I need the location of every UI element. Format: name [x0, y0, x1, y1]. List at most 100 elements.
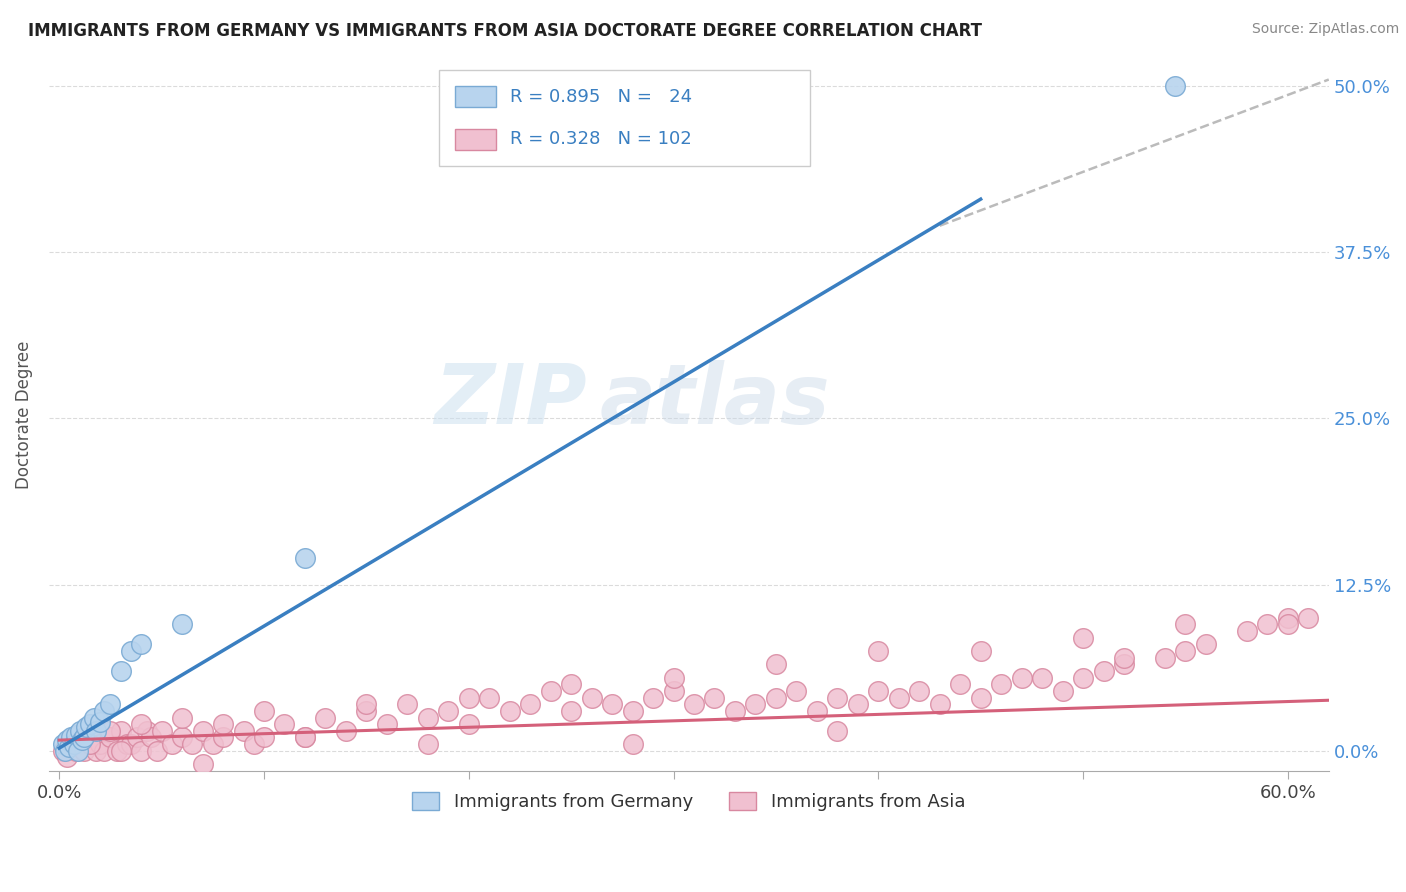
Point [84, 744, 107, 758]
Point [146, 744, 169, 758]
Point [89, 714, 111, 729]
Point [1031, 671, 1053, 685]
Point [294, 731, 316, 745]
Point [120, 644, 142, 658]
Point [908, 684, 931, 698]
Point [1164, 79, 1187, 94]
Point [724, 704, 747, 718]
Point [84, 723, 107, 738]
Point [887, 690, 910, 705]
Point [60, 731, 83, 745]
Point [806, 704, 828, 718]
Point [129, 637, 152, 651]
Point [1256, 617, 1278, 632]
Point [100, 698, 122, 712]
Point [478, 690, 501, 705]
Point [53, 744, 76, 758]
Point [744, 698, 766, 712]
Point [765, 690, 787, 705]
Y-axis label: Doctorate Degree: Doctorate Degree [15, 341, 32, 490]
Point [93, 744, 115, 758]
Point [73, 731, 96, 745]
Point [79, 731, 101, 745]
Point [457, 717, 479, 731]
Point [170, 617, 193, 632]
Point [242, 737, 264, 751]
Point [181, 737, 204, 751]
Point [335, 723, 357, 738]
Point [416, 737, 439, 751]
Point [1071, 671, 1094, 685]
Point [1236, 624, 1258, 639]
Point [120, 737, 142, 751]
Point [560, 677, 582, 691]
Point [160, 737, 183, 751]
Point [621, 704, 644, 718]
Text: ZIP: ZIP [434, 360, 586, 442]
Point [1052, 684, 1074, 698]
Point [375, 717, 398, 731]
Point [170, 710, 193, 724]
Point [52, 744, 75, 758]
Point [79, 717, 101, 731]
Point [136, 723, 159, 738]
Point [396, 698, 419, 712]
Point [1092, 664, 1115, 678]
Text: atlas: atlas [599, 360, 830, 442]
Point [949, 677, 972, 691]
Point [253, 731, 276, 745]
Point [58, 739, 80, 754]
Point [1195, 637, 1218, 651]
Point [62, 737, 84, 751]
Point [540, 684, 562, 698]
Point [141, 731, 163, 745]
Point [273, 717, 295, 731]
Point [65, 744, 87, 758]
Point [150, 723, 173, 738]
Point [129, 744, 152, 758]
Legend: Immigrants from Germany, Immigrants from Asia: Immigrants from Germany, Immigrants from… [398, 778, 980, 826]
Point [621, 737, 644, 751]
Point [115, 737, 138, 751]
Point [83, 710, 105, 724]
Point [212, 731, 235, 745]
Point [70, 733, 93, 747]
Point [89, 737, 111, 751]
Point [201, 737, 224, 751]
Point [93, 704, 115, 718]
Point [75, 720, 97, 734]
Text: Source: ZipAtlas.com: Source: ZipAtlas.com [1251, 22, 1399, 37]
Point [294, 731, 316, 745]
Point [703, 690, 725, 705]
Point [416, 710, 439, 724]
Point [56, 733, 79, 747]
Point [1277, 617, 1299, 632]
Point [356, 704, 378, 718]
Text: R = 0.895   N =   24: R = 0.895 N = 24 [510, 87, 692, 105]
Point [662, 671, 685, 685]
Point [581, 690, 603, 705]
Point [125, 731, 148, 745]
Point [1071, 631, 1094, 645]
Point [1154, 650, 1177, 665]
Point [69, 737, 91, 751]
Point [1112, 650, 1135, 665]
Point [969, 644, 991, 658]
Point [785, 684, 807, 698]
Point [69, 723, 91, 738]
Point [600, 698, 623, 712]
Point [1011, 671, 1033, 685]
Point [170, 731, 193, 745]
Point [990, 677, 1012, 691]
Point [928, 698, 950, 712]
Text: IMMIGRANTS FROM GERMANY VS IMMIGRANTS FROM ASIA DOCTORATE DEGREE CORRELATION CHA: IMMIGRANTS FROM GERMANY VS IMMIGRANTS FR… [28, 22, 983, 40]
Point [73, 744, 96, 758]
Point [110, 723, 132, 738]
Point [253, 704, 276, 718]
Point [294, 551, 316, 566]
Point [683, 698, 706, 712]
Point [191, 757, 214, 772]
Point [66, 744, 89, 758]
Point [314, 710, 336, 724]
Point [1298, 611, 1320, 625]
